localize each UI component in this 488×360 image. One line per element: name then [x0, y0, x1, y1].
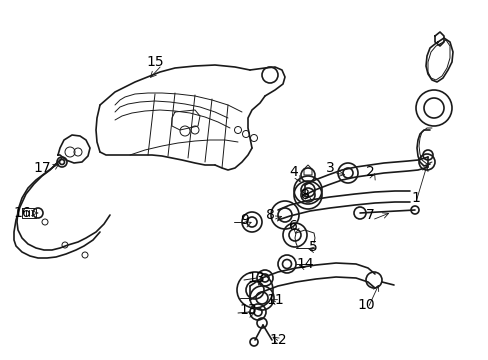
Text: 5: 5	[308, 240, 317, 254]
Text: 17: 17	[33, 161, 51, 175]
Text: 9: 9	[240, 213, 249, 227]
Text: 8: 8	[265, 208, 274, 222]
Text: 3: 3	[325, 161, 334, 175]
Text: 4: 4	[289, 165, 298, 179]
Text: 16: 16	[13, 206, 31, 220]
Text: 10: 10	[356, 298, 374, 312]
Text: 8: 8	[300, 188, 309, 202]
Text: 14: 14	[296, 257, 313, 271]
Text: 2: 2	[365, 165, 374, 179]
Text: 7: 7	[365, 208, 374, 222]
Text: 11: 11	[265, 293, 284, 307]
Text: 13: 13	[239, 303, 256, 317]
Text: 15: 15	[146, 55, 163, 69]
Text: 12: 12	[268, 333, 286, 347]
Text: 1: 1	[411, 191, 420, 205]
Text: 6: 6	[288, 219, 297, 233]
Text: 13: 13	[246, 271, 264, 285]
